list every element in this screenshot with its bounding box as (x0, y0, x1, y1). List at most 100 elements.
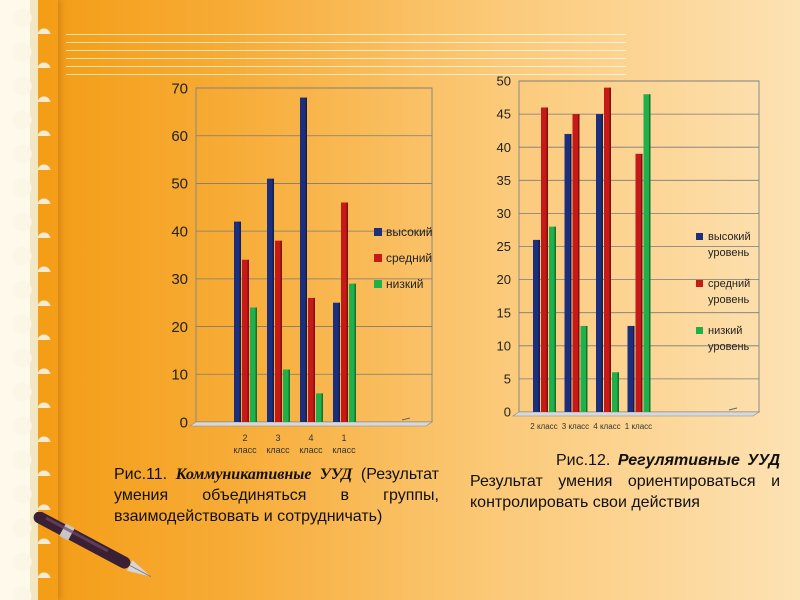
y-tick-label: 50 (171, 176, 188, 193)
bar (341, 202, 348, 422)
x-tick-label: 2 класс (530, 422, 557, 431)
bar (308, 297, 315, 422)
bar (533, 239, 540, 412)
bar-shade (338, 302, 340, 422)
legend-swatch (374, 280, 382, 288)
legend-label: высокий уровень (708, 231, 751, 259)
bar (333, 302, 340, 422)
y-tick-label: 20 (171, 319, 188, 336)
legend-label: низкий уровень (708, 325, 750, 353)
caption-12-title: Регулятивные УУД (617, 452, 780, 469)
legend-label: средний (386, 251, 432, 265)
legend-swatch (696, 280, 703, 287)
caption-11-title: Коммуникативные УУД (175, 466, 353, 483)
lace-border-decoration (0, 0, 58, 600)
caption-figure-11: Рис.11. Коммуникативные УУД (Результат у… (114, 464, 439, 527)
legend-swatch (374, 228, 382, 236)
legend-label: низкий (386, 277, 424, 291)
y-tick-label: 10 (171, 367, 188, 384)
bar (316, 393, 323, 422)
x-tick-label: 3 класс (562, 422, 589, 431)
bar-shade (546, 107, 548, 413)
bar-shade (649, 94, 651, 413)
x-tick-label: 1 класс (332, 433, 356, 455)
y-tick-label: 45 (497, 107, 511, 122)
caption-11-body: (Результат умения объединяться в группы,… (114, 466, 439, 525)
y-tick-label: 5 (504, 371, 511, 386)
chart-floor (189, 421, 433, 427)
chart-floor (512, 411, 760, 417)
x-tick-label: 4 класс (593, 422, 620, 431)
bar (250, 307, 257, 422)
bar-shade (305, 97, 307, 423)
bar-shade (272, 178, 274, 422)
bar-shade (641, 153, 643, 412)
legend-label: средний уровень (708, 278, 750, 306)
bar (541, 107, 548, 413)
legend-swatch (696, 327, 703, 334)
floor-mark (728, 407, 738, 411)
legend-swatch (374, 254, 382, 262)
y-tick-label: 30 (497, 206, 511, 221)
bar (234, 221, 241, 422)
bar-shade (609, 87, 611, 413)
bar (643, 94, 651, 413)
y-tick-label: 30 (171, 271, 188, 288)
y-tick-label: 15 (497, 305, 511, 320)
bar (612, 372, 619, 412)
chart-communicative: 0 10 20 30 40 50 60 70 2 класс 3 класс 4 класс 1 класс в… (171, 80, 433, 455)
bar-shade (288, 369, 290, 422)
y-tick-label: 0 (180, 414, 188, 431)
bar (627, 325, 635, 412)
bar (604, 87, 611, 413)
x-tick-label: 1 класс (625, 422, 652, 431)
y-tick-label: 20 (497, 272, 511, 287)
bar-shade (346, 202, 348, 422)
fountain-pen-icon (33, 512, 152, 577)
bar (283, 369, 290, 422)
bar (564, 133, 572, 412)
bar-shade (239, 221, 241, 422)
bar (635, 153, 643, 412)
x-tick-label: 2 класс (233, 433, 257, 455)
y-tick-label: 25 (497, 239, 511, 254)
bar-shade (321, 393, 323, 422)
caption-12-prefix: Рис.12. (556, 452, 618, 469)
bar-shade (601, 114, 603, 412)
decorative-lines (66, 34, 626, 78)
x-tick-label: 3 класс (266, 433, 290, 455)
caption-figure-12: Рис.12. Регулятивные УУД Результат умени… (470, 450, 780, 513)
legend-swatch (696, 233, 703, 240)
bar (572, 114, 580, 412)
y-tick-label: 40 (497, 140, 511, 155)
bar (549, 226, 556, 412)
y-tick-label: 70 (171, 80, 188, 97)
y-tick-label: 10 (497, 338, 511, 353)
bar (596, 114, 603, 412)
bar-shade (570, 133, 572, 412)
bar (242, 259, 249, 422)
caption-12-body: Результат умения ориентироваться и контр… (470, 473, 780, 511)
bar (275, 240, 282, 422)
bar-shade (633, 325, 635, 412)
bar-shade (313, 297, 315, 422)
bar-shade (538, 239, 540, 412)
y-tick-label: 50 (497, 74, 511, 89)
bar-shade (554, 226, 556, 412)
legend-label: высокий (386, 225, 432, 239)
chart-regulative: 0 5 10 15 20 25 30 35 40 45 50 2 класс 3 класс 4 клас… (497, 74, 760, 431)
y-tick-label: 40 (171, 223, 188, 240)
bar-shade (617, 372, 619, 412)
bar-shade (247, 259, 249, 422)
y-tick-label: 35 (497, 173, 511, 188)
bar-shade (255, 307, 257, 422)
bar (267, 178, 274, 422)
bar-shade (578, 114, 580, 412)
bar (349, 283, 356, 422)
caption-11-prefix: Рис.11. (114, 466, 176, 483)
bar (580, 325, 588, 412)
bar-shade (354, 283, 356, 422)
floor-mark (401, 417, 411, 421)
x-tick-label: 4 класс (299, 433, 323, 455)
bar-shade (586, 325, 588, 412)
